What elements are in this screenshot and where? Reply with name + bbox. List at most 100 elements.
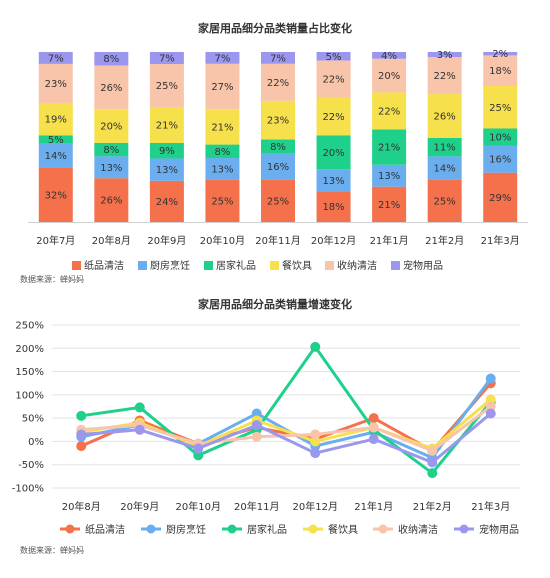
data-point: [485, 408, 496, 419]
bar-data-label: 2%: [492, 49, 508, 60]
legend-label: 纸品清洁: [85, 523, 125, 536]
legend-label: 餐饮具: [282, 259, 312, 272]
y-tick-label: 0%: [28, 437, 44, 448]
bar-data-label: 19%: [45, 115, 67, 126]
bar-data-label: 7%: [48, 53, 64, 64]
legend-label: 收纳清洁: [337, 259, 377, 272]
x-tick-label: 20年11月: [234, 500, 279, 513]
bar-data-label: 7%: [270, 53, 286, 64]
data-point: [76, 441, 87, 452]
data-point: [310, 436, 321, 447]
x-tick-label: 20年9月: [147, 234, 186, 247]
legend-swatch: [325, 261, 334, 270]
bar-data-label: 7%: [215, 53, 231, 64]
series-line: [81, 345, 492, 475]
bar-data-label: 27%: [211, 82, 233, 93]
bar-segment: [205, 52, 240, 64]
bar-segment: [372, 186, 407, 222]
bar-segment: [372, 92, 407, 130]
bar-segment: [149, 180, 184, 222]
bar-segment: [38, 52, 73, 64]
x-tick-label: 20年12月: [311, 234, 356, 247]
bar-segment: [38, 167, 73, 222]
bar-segment: [261, 152, 295, 180]
bar-segment: [372, 164, 407, 187]
data-point: [368, 434, 379, 445]
x-tick-label: 20年7月: [36, 234, 75, 247]
data-point: [134, 424, 145, 435]
bar-data-label: 14%: [434, 164, 456, 175]
bar-data-label: 13%: [156, 165, 178, 176]
bar-data-label: 18%: [322, 202, 344, 213]
bar-data-label: 21%: [378, 200, 400, 211]
bar-data-label: 20%: [100, 122, 122, 133]
bar-data-label: 26%: [100, 196, 122, 207]
bar-data-label: 8%: [103, 54, 119, 65]
data-point: [76, 429, 87, 440]
bar-segment: [483, 86, 518, 129]
bar-segment: [483, 128, 518, 146]
bar-segment: [427, 52, 462, 58]
bar-data-label: 25%: [267, 196, 289, 207]
bar-data-label: 22%: [267, 78, 289, 89]
x-tick-label: 20年12月: [293, 500, 338, 513]
y-tick-label: 150%: [15, 367, 44, 378]
bar-segment: [261, 100, 295, 140]
legend-marker: [459, 524, 469, 534]
data-point: [485, 394, 496, 405]
data-point: [193, 443, 204, 454]
bar-data-label: 21%: [378, 143, 400, 154]
bar-segment: [149, 64, 184, 107]
x-tick-label: 20年11月: [255, 234, 300, 247]
bar-segment: [94, 65, 129, 110]
bar-data-label: 10%: [489, 133, 511, 144]
bar-data-label: 20%: [378, 71, 400, 82]
y-tick-label: -100%: [12, 484, 44, 495]
bar-data-label: 7%: [159, 54, 175, 65]
x-tick-label: 21年3月: [481, 234, 520, 247]
bar-segment: [261, 63, 295, 101]
bar-segment: [483, 145, 518, 173]
bar-segment: [483, 52, 518, 56]
bar-segment: [94, 52, 129, 66]
y-tick-label: 250%: [15, 321, 44, 332]
data-point: [310, 341, 321, 352]
y-tick-label: 50%: [22, 414, 44, 425]
bar-data-label: 13%: [211, 164, 233, 175]
legend-marker: [308, 524, 318, 534]
bar-segment: [149, 143, 184, 159]
x-tick-label: 20年8月: [62, 500, 101, 513]
bar-data-label: 8%: [103, 145, 119, 156]
x-tick-label: 20年9月: [120, 500, 159, 513]
bar-segment: [427, 156, 462, 180]
y-tick-label: 100%: [15, 390, 44, 401]
bar-data-label: 16%: [489, 155, 511, 166]
bar-data-label: 25%: [211, 196, 233, 207]
bar-segment: [38, 135, 73, 144]
data-point: [193, 450, 204, 461]
bar-data-label: 29%: [489, 193, 511, 204]
legend-swatch: [204, 261, 213, 270]
x-tick-label: 21年3月: [471, 500, 510, 513]
x-tick-label: 21年1月: [354, 500, 393, 513]
legend-label: 厨房烹饪: [166, 523, 206, 536]
data-point: [368, 422, 379, 433]
bar-data-label: 25%: [434, 196, 456, 207]
bar-data-label: 16%: [267, 162, 289, 173]
bar-data-label: 5%: [48, 135, 64, 146]
bar-segment: [483, 55, 518, 86]
bar-segment: [94, 156, 129, 179]
y-tick-label: 200%: [15, 344, 44, 355]
bar-data-label: 26%: [100, 83, 122, 94]
bar-segment: [205, 63, 240, 110]
bar-data-label: 13%: [100, 163, 122, 174]
bar-segment: [372, 52, 407, 59]
legend-marker: [378, 524, 388, 534]
data-point: [485, 401, 496, 412]
bar-segment: [261, 179, 295, 222]
bar-segment: [427, 179, 462, 222]
data-point: [427, 457, 438, 468]
bar-segment: [94, 109, 129, 143]
legend-label: 餐饮具: [328, 523, 358, 536]
